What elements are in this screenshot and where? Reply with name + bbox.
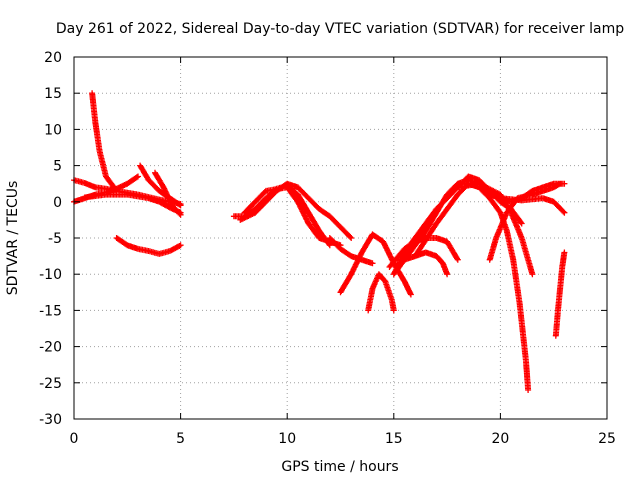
y-tick-labels: 20 15 10 5 0 -5 -10 -15 -20 -25 -30 [39, 50, 62, 428]
x-tick-label: 10 [278, 431, 296, 447]
y-tick-label: 15 [44, 86, 62, 102]
y-axis-label: SDTVAR / TECUs [5, 181, 21, 296]
x-tick-label: 5 [176, 431, 185, 447]
chart-title: Day 261 of 2022, Sidereal Day-to-day VTE… [56, 21, 624, 37]
y-tick-label: -25 [39, 376, 62, 392]
y-tick-label: -30 [39, 412, 62, 428]
y-tick-label: 10 [44, 122, 62, 138]
x-tick-labels: 0 5 10 15 20 25 [70, 431, 616, 447]
x-tick-label: 15 [385, 431, 403, 447]
x-tick-label: 25 [598, 431, 616, 447]
x-tick-label: 0 [70, 431, 79, 447]
y-tick-label: -20 [39, 340, 62, 356]
y-tick-label: -5 [48, 231, 62, 247]
sdtvar-points [71, 90, 568, 393]
x-tick-label: 20 [491, 431, 509, 447]
y-tick-label: 0 [53, 195, 62, 211]
data-points [71, 90, 568, 393]
y-tick-label: 5 [53, 159, 62, 175]
y-tick-label: -15 [39, 303, 62, 319]
axis-ticks [73, 56, 608, 420]
y-tick-label: 20 [44, 50, 62, 66]
x-axis-label: GPS time / hours [281, 459, 398, 475]
y-tick-label: -10 [39, 267, 62, 283]
